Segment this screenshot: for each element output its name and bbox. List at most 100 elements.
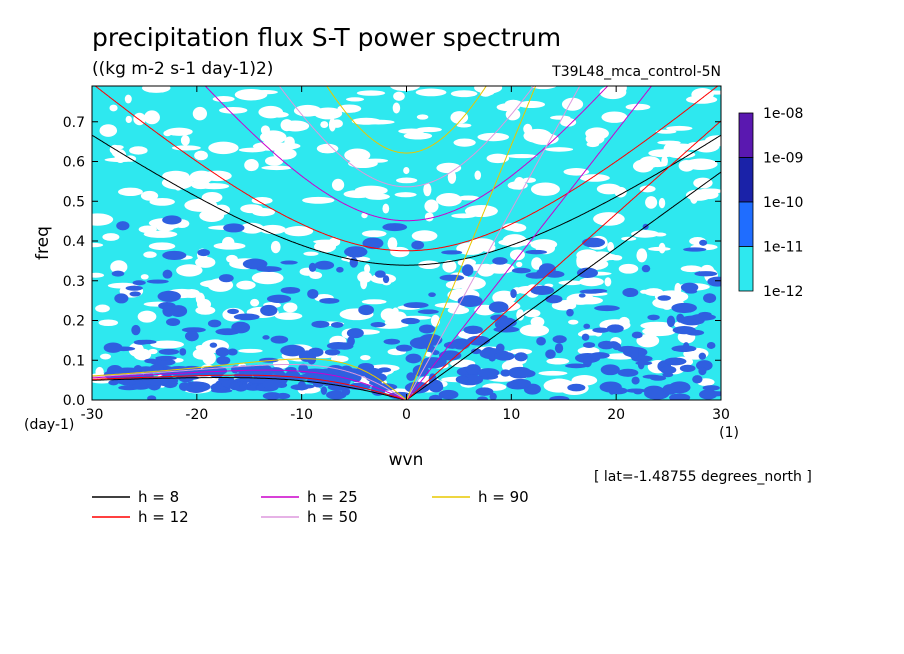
legend-label: h = 25 <box>307 488 358 506</box>
contour-gap <box>456 242 485 255</box>
contour-gap <box>558 280 583 286</box>
contour-gap <box>284 226 314 237</box>
gravity-curve <box>94 86 719 252</box>
colorbar-swatch <box>738 112 754 158</box>
contour-high <box>567 383 586 392</box>
contour-high <box>545 349 556 359</box>
contour-high <box>690 313 716 321</box>
contour-high <box>417 309 439 315</box>
contour-gap <box>313 107 343 120</box>
contour-gap <box>313 239 339 244</box>
contour-gap <box>639 185 656 193</box>
contour-gap <box>364 264 371 274</box>
contour-gap <box>362 119 395 125</box>
contour-high <box>260 304 278 316</box>
contour-gap <box>522 177 536 183</box>
contour-gap <box>474 170 482 180</box>
contour-gap <box>585 127 609 140</box>
contour-high <box>443 341 462 349</box>
contour-high <box>666 315 676 327</box>
kelvin-curve <box>406 86 653 400</box>
contour-gap <box>416 114 429 120</box>
contour-high <box>311 320 330 328</box>
contour-gap <box>680 265 703 273</box>
contour-high <box>262 379 281 390</box>
contour-gap <box>360 276 368 290</box>
contour-gap <box>361 230 387 238</box>
contour-gap <box>99 353 111 360</box>
contour-gap <box>604 277 612 287</box>
contour-gap <box>113 145 124 150</box>
contour-gap <box>302 196 335 204</box>
contour-high <box>510 289 517 299</box>
legend: h = 8 h = 12 h = 25 h = 50 h = 90 <box>92 488 529 526</box>
contour-gap <box>344 148 371 163</box>
contour-gap <box>360 354 371 361</box>
contour-high <box>137 366 155 373</box>
contour-gap <box>531 257 543 270</box>
contour-gap <box>124 94 132 104</box>
contour-gap <box>361 299 387 305</box>
contour-gap <box>393 91 405 101</box>
contour-high <box>622 287 639 298</box>
kelvin-curve <box>406 86 581 400</box>
contour-gap <box>477 132 510 142</box>
contour-gap <box>424 199 439 213</box>
contour-gap <box>137 310 157 323</box>
contour-high <box>457 295 483 307</box>
contour-high <box>335 342 354 350</box>
contour-gap <box>199 183 230 190</box>
rossby-curve <box>92 358 406 400</box>
contour-high <box>166 318 181 327</box>
contour-gap <box>92 213 114 226</box>
contour-gap <box>274 312 303 320</box>
contour-gap <box>150 340 185 349</box>
contour-gap <box>148 242 176 251</box>
contour-high <box>155 355 177 361</box>
contour-high <box>215 328 240 336</box>
contour-gap <box>143 251 157 258</box>
x-tick-label: 0 <box>402 407 411 423</box>
contour-gap <box>331 119 343 128</box>
gravity-curve <box>326 86 487 154</box>
contour-gap <box>642 326 677 337</box>
contour-high <box>197 249 210 257</box>
contour-gap <box>579 277 604 287</box>
colorbar-label: 1e-12 <box>763 284 803 300</box>
contour-high <box>463 325 483 335</box>
rossby-curve <box>92 364 406 400</box>
contour-high <box>657 295 672 301</box>
contour-high <box>525 249 547 255</box>
contour-high <box>466 335 491 346</box>
contour-high <box>649 375 667 381</box>
contour-high <box>103 342 123 353</box>
contour-gap <box>197 298 212 310</box>
contour-high <box>455 375 469 384</box>
contour-high <box>660 365 677 374</box>
contour-gap <box>110 260 128 274</box>
contour-gap <box>162 170 190 182</box>
contour-gap <box>283 302 298 313</box>
contour-high <box>494 351 515 361</box>
contour-high <box>530 285 555 295</box>
gravity-curve <box>278 86 535 188</box>
contour-gap <box>456 123 472 128</box>
contour-high <box>374 270 386 278</box>
kelvin-curve <box>406 120 721 400</box>
contour-gap <box>258 145 285 150</box>
contour-gap <box>655 129 677 134</box>
contour-high <box>606 324 624 333</box>
contour-gap <box>118 187 143 197</box>
contour-gap <box>171 145 201 151</box>
contour-high <box>698 352 707 360</box>
contour-gap <box>645 196 658 209</box>
contour-gap <box>640 289 650 294</box>
contour-high <box>594 305 620 312</box>
contour-gap <box>618 263 639 274</box>
contour-high <box>694 271 718 277</box>
contour-gap <box>508 223 527 232</box>
contour-high <box>346 328 364 339</box>
contour-gap <box>239 222 264 234</box>
contour-gap <box>566 293 595 305</box>
dispersion-curves <box>92 86 721 400</box>
